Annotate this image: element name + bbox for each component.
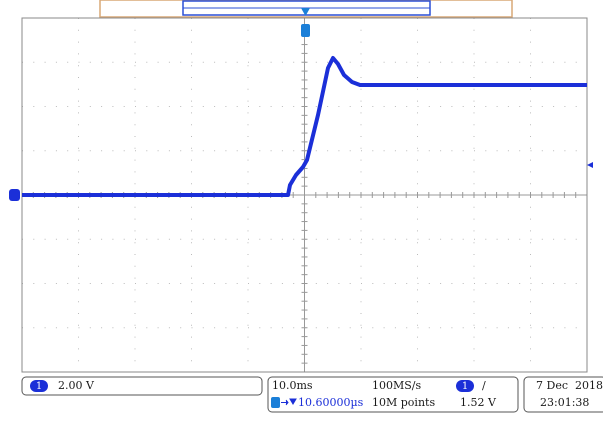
trigger-slope: /: [482, 379, 486, 392]
trigger-level-marker: [587, 162, 593, 168]
horizontal-delay: 10.60000µs: [298, 396, 364, 409]
delay-arrow: [281, 398, 297, 406]
waveform: [22, 56, 587, 197]
trigger-source: 1: [462, 381, 468, 392]
trigger-level: 1.52 V: [460, 396, 497, 409]
channel-badge: [30, 380, 48, 392]
delay-icon: [271, 397, 280, 408]
timebase: 10.0ms: [272, 379, 313, 392]
channel-box[interactable]: [21, 376, 263, 396]
trigger-source-badge: [456, 380, 474, 392]
vertical-scale: 2.00 V: [58, 379, 95, 392]
record-length: 10M points: [372, 396, 435, 409]
acquisition-box[interactable]: [267, 376, 519, 413]
sample-rate: 100MS/s: [372, 379, 422, 392]
trigger-position: [301, 8, 310, 16]
trigger-marker: [301, 24, 310, 37]
date: 7 Dec 2018: [536, 379, 603, 392]
time: 23:01:38: [540, 396, 589, 409]
channel-marker: [9, 189, 20, 201]
clock-box: [523, 376, 603, 413]
channel-number: 1: [36, 381, 42, 392]
